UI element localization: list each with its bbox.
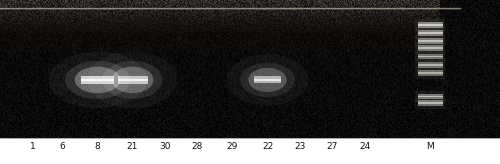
Bar: [415, 91, 445, 102]
Text: 24: 24: [360, 143, 370, 151]
Bar: [418, 100, 442, 106]
Bar: [418, 32, 442, 34]
Bar: [418, 102, 442, 104]
Text: 23: 23: [294, 143, 306, 151]
Bar: [254, 79, 281, 81]
Bar: [415, 59, 445, 71]
Bar: [118, 79, 148, 81]
Ellipse shape: [248, 68, 287, 92]
Text: 29: 29: [227, 143, 238, 151]
Text: 21: 21: [127, 143, 138, 151]
Ellipse shape: [112, 67, 154, 93]
Text: M: M: [426, 143, 434, 151]
Text: 27: 27: [327, 143, 338, 151]
Bar: [81, 79, 114, 81]
Bar: [418, 41, 442, 42]
Text: 6: 6: [60, 143, 66, 151]
Text: 1: 1: [30, 143, 36, 151]
Bar: [418, 38, 442, 44]
Bar: [418, 24, 442, 26]
Bar: [418, 45, 442, 51]
Text: 28: 28: [192, 143, 203, 151]
Bar: [81, 76, 114, 84]
Bar: [415, 27, 445, 39]
Bar: [415, 36, 445, 47]
Bar: [415, 67, 445, 79]
Bar: [418, 22, 442, 28]
Bar: [418, 47, 442, 49]
Text: 8: 8: [94, 143, 100, 151]
Bar: [254, 76, 281, 83]
Ellipse shape: [240, 63, 295, 97]
Bar: [418, 72, 442, 74]
Bar: [418, 56, 442, 57]
Bar: [418, 54, 442, 59]
Bar: [418, 96, 442, 97]
Bar: [418, 70, 442, 76]
Ellipse shape: [102, 61, 162, 99]
Bar: [415, 19, 445, 31]
Bar: [118, 76, 148, 84]
Bar: [418, 30, 442, 36]
Bar: [415, 51, 445, 62]
Bar: [418, 64, 442, 66]
Ellipse shape: [65, 61, 130, 99]
Bar: [415, 42, 445, 54]
Text: 30: 30: [159, 143, 171, 151]
Text: 22: 22: [262, 143, 273, 151]
Bar: [418, 62, 442, 68]
Ellipse shape: [75, 67, 120, 93]
Bar: [415, 98, 445, 109]
Bar: [418, 93, 442, 99]
